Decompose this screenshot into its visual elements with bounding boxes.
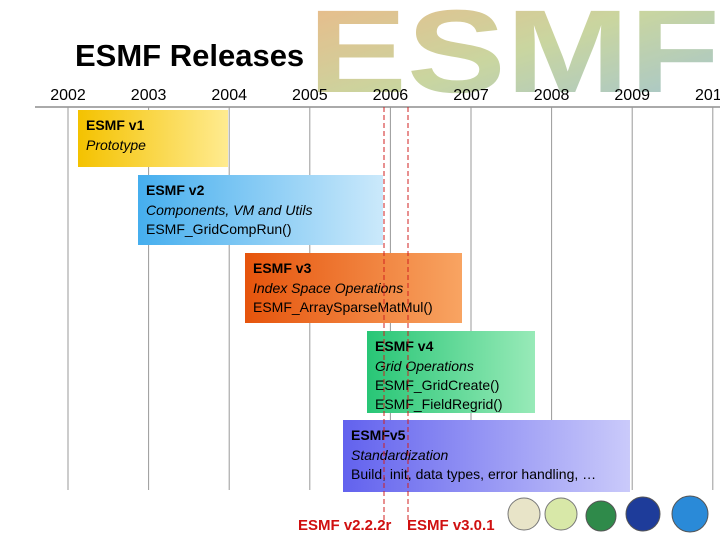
release-name: ESMF v2 bbox=[146, 182, 205, 198]
logo-icon bbox=[625, 496, 661, 532]
logo-text: ESMF bbox=[308, 0, 720, 118]
logo-icon bbox=[671, 495, 709, 533]
release-line: ESMF_ArraySparseMatMul() bbox=[253, 299, 433, 315]
release-line: ESMF_GridCompRun() bbox=[146, 221, 291, 237]
release-line: Standardization bbox=[351, 447, 449, 463]
title: ESMF Releases bbox=[75, 38, 304, 73]
year-label: 2002 bbox=[50, 87, 86, 104]
release-box bbox=[343, 420, 630, 492]
release-line: Grid Operations bbox=[375, 358, 474, 374]
release-line: Build, init, data types, error handling,… bbox=[351, 466, 596, 482]
year-label: 2006 bbox=[373, 87, 409, 104]
year-label: 2010 bbox=[695, 87, 720, 104]
release-name: ESMF v4 bbox=[375, 338, 434, 354]
release-box bbox=[245, 253, 462, 323]
release-boxes: ESMF v1 Prototype ESMF v2 Components, VM an… bbox=[78, 110, 630, 492]
year-label: 2003 bbox=[131, 87, 167, 104]
release-box bbox=[78, 110, 228, 167]
release-line: ESMF_FieldRegrid() bbox=[375, 396, 503, 412]
marker-label: ESMF v2.2.2r bbox=[298, 517, 392, 534]
logo-icon bbox=[585, 500, 617, 532]
year-label: 2008 bbox=[534, 87, 570, 104]
agency-logos bbox=[507, 495, 709, 533]
release-line: ESMF_GridCreate() bbox=[375, 377, 499, 393]
release-name: ESMFv5 bbox=[351, 427, 406, 443]
marker-label: ESMF v3.0.1 bbox=[407, 517, 495, 534]
year-label: 2004 bbox=[211, 87, 247, 104]
logo-icon bbox=[544, 497, 578, 531]
release-line: Index Space Operations bbox=[253, 280, 403, 296]
release-name: ESMF v3 bbox=[253, 260, 312, 276]
year-label: 2005 bbox=[292, 87, 328, 104]
release-line: Prototype bbox=[86, 137, 146, 153]
year-label: 2009 bbox=[614, 87, 650, 104]
release-box bbox=[138, 175, 383, 245]
release-name: ESMF v1 bbox=[86, 117, 145, 133]
release-line: Components, VM and Utils bbox=[146, 202, 313, 218]
logo-icon bbox=[507, 497, 541, 531]
release-box bbox=[367, 331, 535, 413]
year-label: 2007 bbox=[453, 87, 489, 104]
